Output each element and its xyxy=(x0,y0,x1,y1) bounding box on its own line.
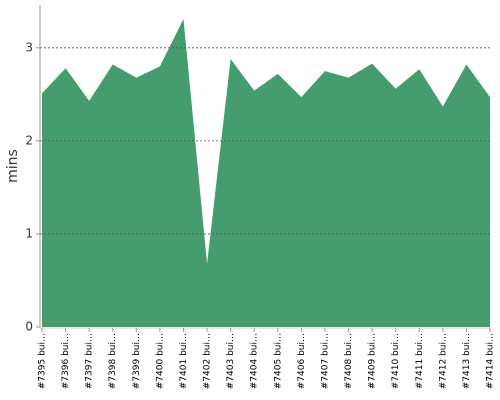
x-tick-label: #7400 bui… xyxy=(155,333,165,389)
y-tick-label: 0 xyxy=(25,320,33,334)
y-tick-label: 2 xyxy=(25,133,33,147)
x-tick-label: #7413 bui… xyxy=(462,333,472,389)
x-tick-label: #7411 bui… xyxy=(415,333,425,389)
area xyxy=(42,18,490,328)
x-tick-label: #7404 bui… xyxy=(250,333,260,389)
x-tick-label: #7408 bui… xyxy=(344,333,354,389)
x-tick-label: #7401 bui… xyxy=(179,333,189,389)
y-tick-label: 3 xyxy=(25,40,33,54)
x-tick-label: #7407 bui… xyxy=(320,333,330,389)
x-tick-label: #7403 bui… xyxy=(226,333,236,389)
x-tick-label: #7406 bui… xyxy=(297,333,307,389)
x-tick-label: #7405 bui… xyxy=(273,333,283,389)
y-axis-label: mins xyxy=(5,149,21,183)
x-tick-label: #7410 bui… xyxy=(391,333,401,389)
x-tick-label: #7414 bui… xyxy=(486,333,496,389)
x-tick-label: #7397 bui… xyxy=(85,333,95,389)
y-tick-label: 1 xyxy=(25,226,33,240)
x-tick-label: #7412 bui… xyxy=(438,333,448,389)
x-tick-label: #7396 bui… xyxy=(61,333,71,389)
x-tick-label: #7399 bui… xyxy=(132,333,142,389)
x-tick-label: #7409 bui… xyxy=(368,333,378,389)
x-tick-label: #7398 bui… xyxy=(108,333,118,389)
x-tick-label: #7395 bui… xyxy=(38,333,48,389)
x-tick-label: #7402 bui… xyxy=(203,333,213,389)
